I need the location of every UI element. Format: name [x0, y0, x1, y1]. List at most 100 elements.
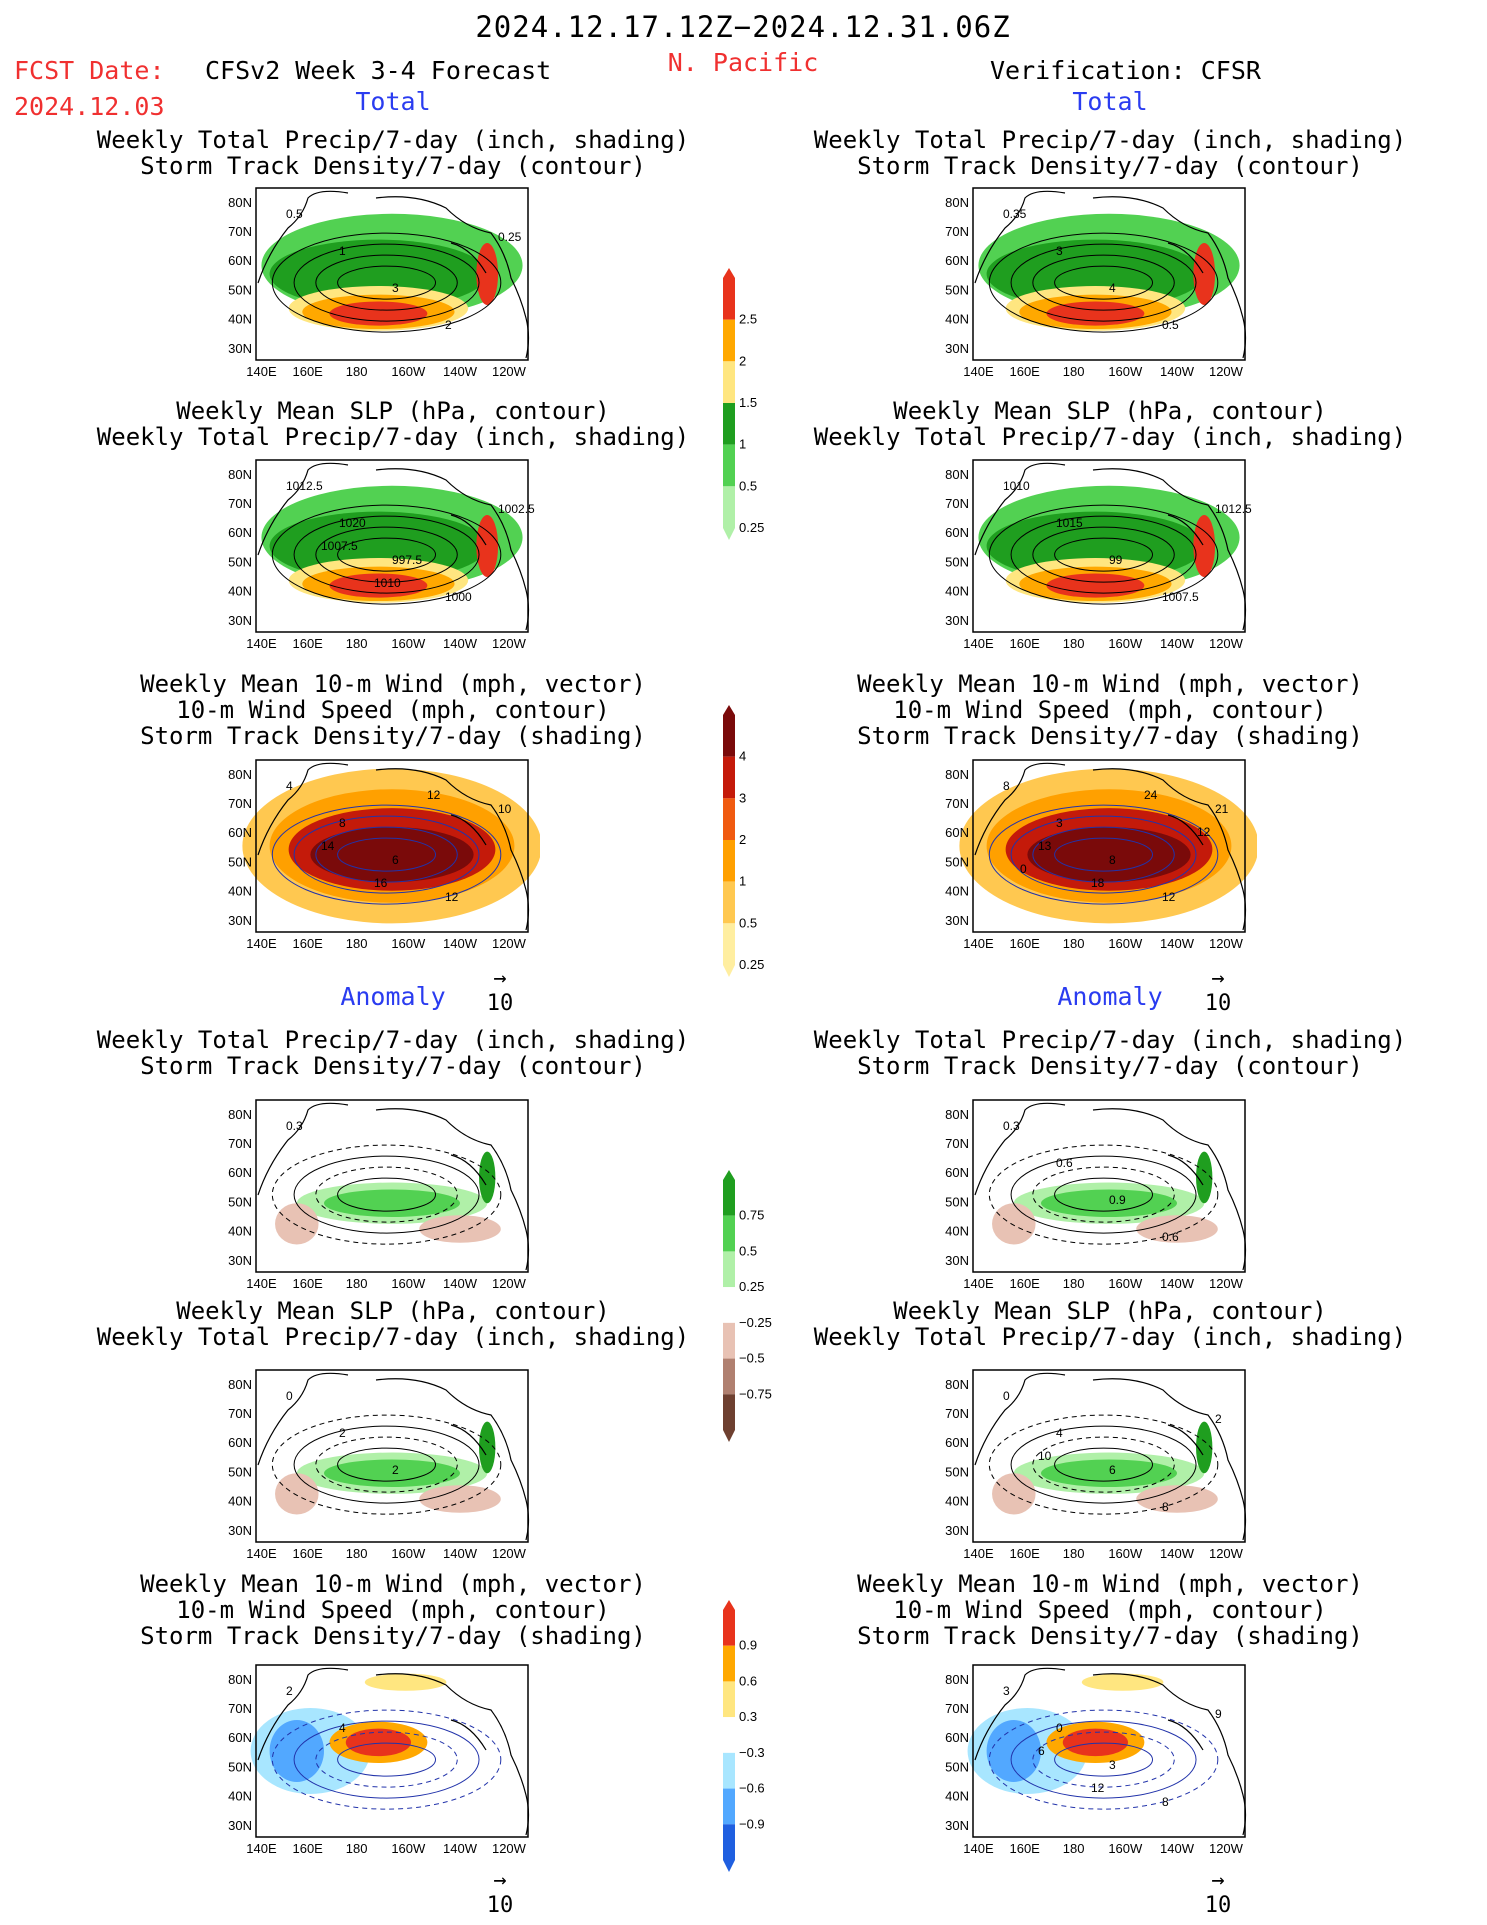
- coastline: [257, 190, 530, 359]
- map-frame: [972, 1099, 1246, 1273]
- contour-label: 3: [1056, 244, 1063, 258]
- lon-tick-label: 160W: [391, 1546, 426, 1561]
- lat-tick-label: 30N: [228, 613, 252, 628]
- contour-label: 4: [286, 779, 293, 793]
- lon-tick-label: 120W: [1209, 936, 1244, 951]
- lon-tick-label: 140E: [963, 1276, 994, 1291]
- contour-label: 8: [1162, 1500, 1169, 1514]
- lon-tick-label: 140E: [246, 636, 277, 651]
- contour-label: 0.9: [1109, 1193, 1126, 1207]
- colorbar-top-arrow: [723, 1600, 735, 1610]
- map-contours: [988, 804, 1219, 905]
- contour-label: 0.3: [286, 1119, 303, 1133]
- cfsr-slp-precip-total-map: 1010 1015 99 1007.5 1012.5 80N 70N 60N 50N 40N 30N…: [945, 459, 1252, 651]
- colorbar-swatch: [723, 840, 735, 882]
- lat-tick-label: 50N: [228, 1194, 252, 1209]
- lon-tick-label: 160E: [1009, 1276, 1040, 1291]
- lon-tick-label: 160W: [391, 636, 426, 651]
- map-frame: [972, 1664, 1246, 1838]
- lat-tick-label: 50N: [945, 1759, 969, 1774]
- section-total-left: Total: [355, 87, 431, 116]
- panel-title-line: Weekly Total Precip/7-day (inch, shading…: [96, 1026, 690, 1054]
- panel-title-2: Weekly Total Precip/7-day (inch, shading…: [814, 127, 1406, 179]
- lat-tick-label: 40N: [945, 584, 969, 599]
- contour-label: 13: [1038, 839, 1052, 853]
- contour-label: 1007.5: [1162, 590, 1199, 604]
- panel-title-line: Storm Track Density/7-day (shading): [140, 722, 646, 750]
- colorbar-swatch: [723, 403, 735, 445]
- panel-title-line: Storm Track Density/7-day (contour): [140, 152, 646, 180]
- vector-reference-fl-anom: → 10: [486, 1868, 514, 1918]
- map-frame: [255, 1664, 529, 1838]
- panel-title-9: Weekly Mean SLP (hPa, contour) Weekly Tot…: [97, 1298, 689, 1350]
- panel-title-line: Storm Track Density/7-day (shading): [857, 1622, 1363, 1650]
- map-shading: [978, 213, 1240, 331]
- colorbar-label: −0.6: [739, 1781, 765, 1796]
- lon-tick-label: 140E: [963, 636, 994, 651]
- colorbar-swatch: [723, 881, 735, 924]
- panel-title-8: Weekly Total Precip/7-day (inch, shading…: [814, 1027, 1406, 1079]
- lon-tick-label: 160W: [1108, 364, 1143, 379]
- contour-label: 0: [1003, 1389, 1010, 1403]
- lat-tick-label: 40N: [228, 1789, 252, 1804]
- lat-tick-label: 80N: [228, 195, 252, 210]
- lat-tick-label: 60N: [945, 525, 969, 540]
- lon-tick-label: 180: [1063, 1276, 1085, 1291]
- panel-title-line: Weekly Mean SLP (hPa, contour): [893, 1297, 1327, 1325]
- panel-title-line: Weekly Total Precip/7-day (inch, shading…: [813, 1026, 1407, 1054]
- contour-label: 8: [1003, 779, 1010, 793]
- lat-tick-label: 50N: [945, 854, 969, 869]
- contour-label: 10: [498, 802, 512, 816]
- lat-tick-label: 40N: [228, 1224, 252, 1239]
- colorbar-label: −0.5: [739, 1351, 765, 1366]
- lat-tick-label: 30N: [228, 1253, 252, 1268]
- map-contours: [988, 232, 1219, 333]
- lat-tick-label: 80N: [228, 767, 252, 782]
- panel-title-line: Storm Track Density/7-day (shading): [140, 1622, 646, 1650]
- map-shading: [242, 768, 540, 924]
- region-title: N. Pacific: [667, 48, 819, 77]
- contour-label: 12: [1197, 825, 1211, 839]
- contour-label: 1010: [1003, 479, 1030, 493]
- lon-tick-label: 120W: [1209, 1276, 1244, 1291]
- colorbar-label: 0.5: [739, 1243, 757, 1258]
- lat-tick-label: 50N: [228, 282, 252, 297]
- contour-label: 24: [1144, 788, 1158, 802]
- lat-tick-label: 30N: [228, 913, 252, 928]
- colorbar-label: 1: [739, 437, 746, 452]
- model-title: CFSv2 Week 3-4 Forecast: [205, 56, 552, 85]
- lon-tick-label: 160W: [391, 1276, 426, 1291]
- contour-label: 0.5: [1162, 318, 1179, 332]
- map-frame: [255, 1099, 529, 1273]
- storm-total-colorbar: 4 3 2 1 0.5 0.25: [723, 705, 764, 977]
- colorbar-swatch: [723, 715, 735, 757]
- lon-tick-label: 180: [1063, 1546, 1085, 1561]
- map-contours: [271, 232, 502, 333]
- contour-label: 2: [392, 1463, 399, 1477]
- contour-label: 18: [1091, 876, 1105, 890]
- panel-title-3: Weekly Mean SLP (hPa, contour) Weekly Tot…: [97, 398, 689, 450]
- coastline: [257, 762, 530, 931]
- lon-tick-label: 120W: [492, 636, 527, 651]
- lat-tick-label: 70N: [228, 496, 252, 511]
- colorbar-swatch: [723, 486, 735, 528]
- lon-tick-label: 140E: [246, 1546, 277, 1561]
- colorbar-swatch: [723, 1394, 735, 1430]
- contour-label: 6: [1038, 1744, 1045, 1758]
- lon-tick-label: 140W: [1160, 364, 1195, 379]
- map-frame: [972, 1369, 1246, 1543]
- contour-label: 4: [1109, 281, 1116, 295]
- fcst-date-value: 2024.12.03: [14, 92, 165, 121]
- colorbar-bottom-arrow: [723, 1430, 735, 1442]
- colorbar-swatch: [723, 1287, 735, 1323]
- contour-label: 12: [1091, 1781, 1105, 1795]
- vector-reference-fr-total: → 10: [1204, 966, 1232, 1016]
- contour-label: 10: [1038, 1449, 1052, 1463]
- lon-tick-label: 160E: [292, 936, 323, 951]
- cfsr-precip-storm-total-map: 0.35 3 4 0.5 80N 70N 60N 50N 40N 30N 140E 160E 180 16…: [945, 187, 1247, 379]
- contour-label: 9: [1215, 1707, 1222, 1721]
- lon-tick-label: 160W: [391, 936, 426, 951]
- colorbar-label: 2: [739, 353, 746, 368]
- verification-title: Verification: CFSR: [990, 56, 1261, 85]
- precip-total-colorbar: 2.5 2 1.5 1 0.5 0.25: [723, 268, 764, 540]
